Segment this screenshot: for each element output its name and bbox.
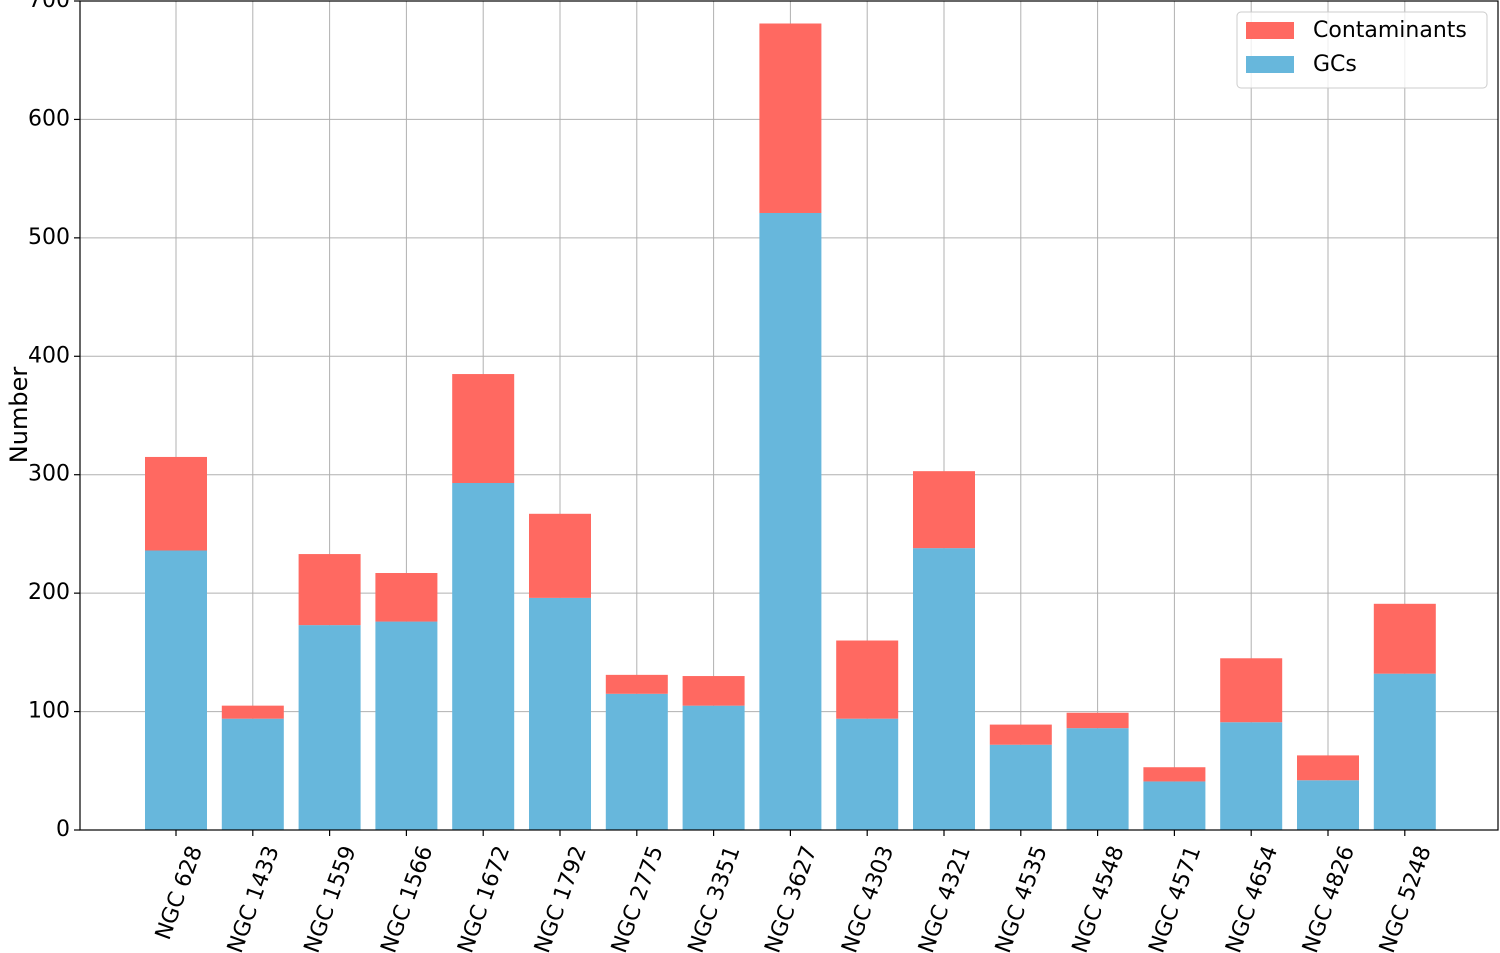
bar-contaminants-ngc-4548 [1066, 712, 1129, 729]
bar-contaminants-ngc-4303 [836, 640, 899, 719]
bar-contaminants-ngc-1566 [375, 573, 438, 622]
x-tick-label: NGC 1672 [453, 843, 515, 953]
bar-gcs-ngc-4303 [836, 718, 899, 830]
bar-contaminants-ngc-4571 [1143, 767, 1206, 782]
bar-gcs-ngc-3351 [682, 705, 745, 830]
x-tick-label: NGC 5248 [1375, 843, 1437, 953]
bar-contaminants-ngc-1792 [529, 513, 591, 598]
x-tick-label: NGC 1433 [223, 843, 285, 953]
bar-gcs-ngc-1672 [452, 483, 515, 830]
legend-box [1236, 11, 1488, 89]
x-tick-label: NGC 2775 [607, 843, 669, 953]
y-tick-label: 600 [28, 106, 70, 131]
y-axis: 0 100 200 300 400 500 600 700 [28, 0, 80, 842]
bar-contaminants-ngc-2775 [605, 674, 668, 694]
bar-contaminants-ngc-4654 [1220, 658, 1283, 723]
bar-gcs-ngc-5248 [1373, 673, 1436, 830]
x-axis: NGC 628 NGC 1433 NGC 1559 NGC 1566 NGC 1672 N… [151, 830, 1437, 953]
x-tick-label: NGC 1792 [530, 843, 592, 953]
bar-gcs-ngc-4571 [1143, 781, 1206, 830]
legend-swatch-gcs [1246, 56, 1294, 73]
bar-contaminants-ngc-1559 [298, 554, 361, 626]
x-tick-label: NGC 4571 [1145, 843, 1207, 953]
bar-contaminants-ngc-3351 [682, 676, 745, 706]
bar-gcs-ngc-4826 [1297, 780, 1359, 830]
bar-gcs-ngc-1433 [221, 718, 284, 830]
y-axis-label: Number [5, 367, 33, 464]
bar-contaminants-ngc-4321 [913, 471, 975, 549]
x-tick-label: NGC 4548 [1068, 843, 1130, 953]
bar-gcs-ngc-1559 [298, 625, 361, 830]
x-tick-label: NGC 628 [151, 843, 208, 944]
x-tick-label: NGC 3627 [761, 843, 823, 953]
bar-gcs-ngc-4321 [913, 548, 975, 830]
x-tick-label: NGC 4303 [837, 843, 899, 953]
x-tick-label: NGC 4826 [1298, 843, 1360, 953]
y-tick-label: 500 [28, 225, 70, 250]
x-tick-label: NGC 1559 [300, 843, 362, 953]
bar-contaminants-ngc-5248 [1373, 603, 1436, 674]
legend-label-gcs: GCs [1313, 52, 1357, 77]
bar-gcs-ngc-628 [145, 550, 207, 830]
x-tick-label: NGC 3351 [684, 843, 746, 953]
x-tick-label: NGC 1566 [377, 843, 439, 953]
plot-frame [79, 0, 1499, 831]
bar-gcs-ngc-1566 [375, 621, 438, 830]
bar-contaminants-ngc-1672 [452, 374, 515, 484]
bar-gcs-ngc-4654 [1220, 722, 1283, 830]
bar-gcs-ngc-4548 [1066, 728, 1129, 830]
bar-contaminants-ngc-628 [145, 456, 207, 551]
bar-gcs-ngc-1792 [529, 597, 591, 830]
legend-label-contaminants: Contaminants [1313, 18, 1467, 43]
y-tick-label: 400 [28, 343, 70, 368]
bar-gcs-ngc-2775 [605, 693, 668, 830]
legend-swatch-contaminants [1246, 22, 1294, 39]
bars [145, 23, 1436, 831]
x-tick-label: NGC 4654 [1221, 843, 1283, 953]
y-tick-label: 100 [28, 699, 70, 724]
x-tick-label: NGC 4321 [914, 843, 976, 953]
bar-contaminants-ngc-4826 [1297, 755, 1359, 781]
y-tick-label: 0 [56, 817, 70, 842]
x-tick-label: NGC 4535 [991, 843, 1053, 953]
y-tick-label: 300 [28, 462, 70, 487]
legend: Contaminants GCs [1236, 11, 1488, 89]
y-tick-label: 700 [28, 0, 70, 13]
bar-gcs-ngc-4535 [989, 744, 1052, 830]
y-tick-label: 200 [28, 580, 70, 605]
bar-contaminants-ngc-4535 [989, 724, 1052, 745]
bar-contaminants-ngc-3627 [759, 23, 822, 213]
bar-contaminants-ngc-1433 [221, 705, 284, 719]
bar-gcs-ngc-3627 [759, 212, 822, 831]
